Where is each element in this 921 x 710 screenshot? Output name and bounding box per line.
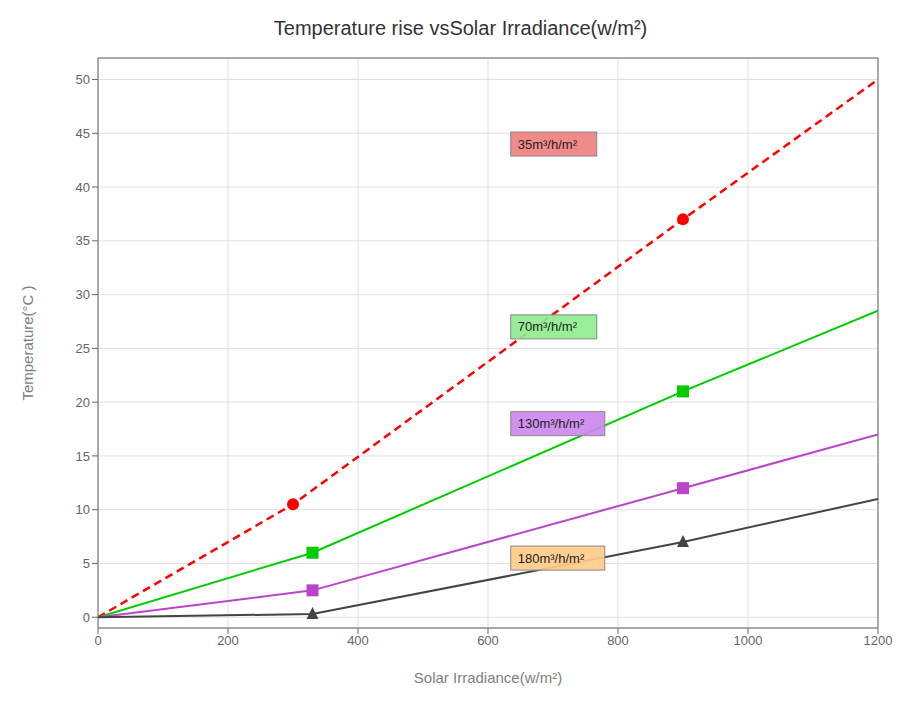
svg-text:50: 50 [76,72,90,87]
svg-text:180m³/h/m²: 180m³/h/m² [518,551,585,566]
svg-text:1200: 1200 [864,633,893,648]
svg-text:600: 600 [477,633,499,648]
svg-text:25: 25 [76,341,90,356]
svg-text:30: 30 [76,287,90,302]
svg-text:130m³/h/m²: 130m³/h/m² [518,416,585,431]
svg-text:Temperature(°C ): Temperature(°C ) [19,285,36,400]
svg-text:45: 45 [76,126,90,141]
svg-text:200: 200 [217,633,239,648]
svg-text:15: 15 [76,449,90,464]
svg-text:1000: 1000 [734,633,763,648]
svg-text:40: 40 [76,180,90,195]
svg-text:20: 20 [76,395,90,410]
svg-text:70m³/h/m²: 70m³/h/m² [518,319,578,334]
svg-text:35m³/h/m²: 35m³/h/m² [518,137,578,152]
svg-text:400: 400 [347,633,369,648]
html-text:Temperature rise vsSolar Irrad: Temperature rise vsSolar Irradiance(w/m²… [273,17,648,39]
svg-text:800: 800 [607,633,629,648]
svg-text:0: 0 [94,633,101,648]
svg-text:5: 5 [83,556,90,571]
svg-text:0: 0 [83,610,90,625]
svg-text:35: 35 [76,233,90,248]
svg-text:10: 10 [76,502,90,517]
svg-text:Solar Irradiance(w/m²): Solar Irradiance(w/m²) [414,669,562,686]
